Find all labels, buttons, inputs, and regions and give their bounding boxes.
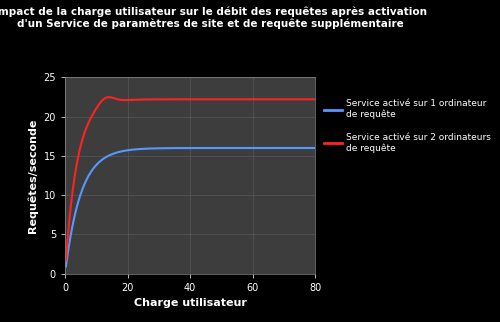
Legend: Service activé sur 1 ordinateur
de requête, Service activé sur 2 ordinateurs
de : Service activé sur 1 ordinateur de requê… (322, 98, 493, 155)
X-axis label: Charge utilisateur: Charge utilisateur (134, 298, 246, 308)
Y-axis label: Requêtes/seconde: Requêtes/seconde (28, 118, 38, 233)
Text: Impact de la charge utilisateur sur le débit des requêtes après activation
d'un : Impact de la charge utilisateur sur le d… (0, 6, 426, 29)
